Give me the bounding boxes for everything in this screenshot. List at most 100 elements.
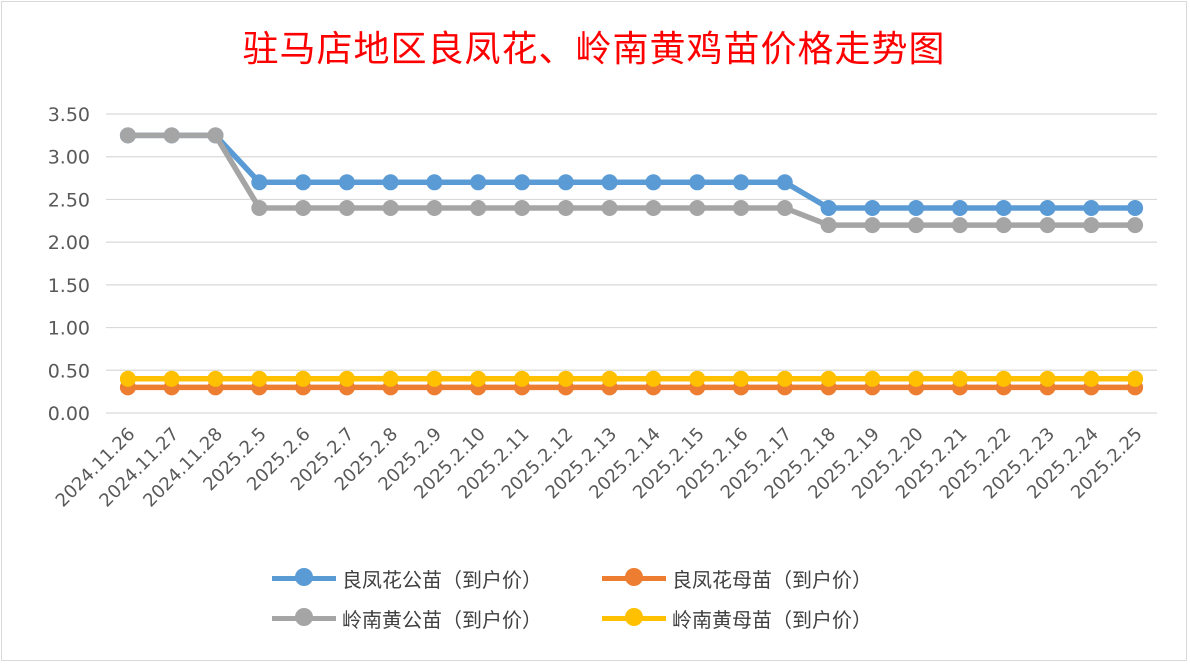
legend-label: 岭南黄公苗（到户价） bbox=[342, 607, 542, 632]
data-point[interactable] bbox=[864, 217, 881, 234]
legend: 良凤花公苗（到户价） 良凤花母苗（到户价） 岭南黄公苗（到户价） 岭南黄母苗（到… bbox=[272, 564, 972, 632]
series-4 bbox=[119, 370, 1144, 387]
data-point[interactable] bbox=[1127, 217, 1144, 234]
data-point[interactable] bbox=[470, 370, 487, 387]
data-point[interactable] bbox=[951, 370, 968, 387]
data-point[interactable] bbox=[295, 174, 312, 191]
data-point[interactable] bbox=[820, 370, 837, 387]
data-point[interactable] bbox=[951, 217, 968, 234]
data-point[interactable] bbox=[207, 370, 224, 387]
data-point[interactable] bbox=[820, 200, 837, 216]
data-point[interactable] bbox=[1039, 200, 1056, 216]
data-point[interactable] bbox=[338, 200, 355, 216]
data-point[interactable] bbox=[295, 200, 312, 216]
y-tick-label: 3.00 bbox=[48, 147, 90, 169]
data-point[interactable] bbox=[251, 200, 268, 216]
data-point[interactable] bbox=[1083, 217, 1100, 234]
data-point[interactable] bbox=[557, 370, 574, 387]
data-point[interactable] bbox=[470, 174, 487, 191]
y-tick-label: 2.00 bbox=[48, 232, 90, 254]
data-point[interactable] bbox=[908, 200, 925, 216]
grid-layer bbox=[106, 113, 1157, 414]
data-point[interactable] bbox=[733, 200, 749, 216]
data-point[interactable] bbox=[733, 370, 749, 387]
data-point[interactable] bbox=[251, 370, 268, 387]
data-point[interactable] bbox=[820, 217, 837, 234]
data-point[interactable] bbox=[426, 200, 443, 216]
y-tick-label: 3.50 bbox=[48, 104, 90, 126]
data-point[interactable] bbox=[295, 370, 312, 387]
data-point[interactable] bbox=[1127, 370, 1144, 387]
data-point[interactable] bbox=[689, 200, 706, 216]
data-point[interactable] bbox=[382, 174, 399, 191]
legend-swatch-icon bbox=[602, 568, 666, 588]
data-point[interactable] bbox=[908, 370, 925, 387]
data-point[interactable] bbox=[689, 370, 706, 387]
legend-label: 良凤花母苗（到户价） bbox=[672, 567, 872, 592]
data-point[interactable] bbox=[338, 174, 355, 191]
series-layer bbox=[119, 127, 1144, 396]
data-point[interactable] bbox=[470, 200, 487, 216]
data-point[interactable] bbox=[382, 200, 399, 216]
data-point[interactable] bbox=[601, 174, 618, 191]
legend-item-series-4[interactable]: 岭南黄母苗（到户价） bbox=[602, 604, 932, 632]
data-point[interactable] bbox=[1083, 370, 1100, 387]
data-point[interactable] bbox=[1083, 200, 1100, 216]
data-point[interactable] bbox=[864, 200, 881, 216]
series-2 bbox=[119, 379, 1144, 396]
data-point[interactable] bbox=[776, 200, 793, 216]
data-point[interactable] bbox=[338, 370, 355, 387]
data-point[interactable] bbox=[119, 370, 136, 387]
data-point[interactable] bbox=[951, 200, 968, 216]
data-point[interactable] bbox=[776, 370, 793, 387]
data-point[interactable] bbox=[514, 370, 530, 387]
x-axis-ticks: 2024.11.262024.11.272024.11.282025.2.520… bbox=[52, 424, 1147, 512]
data-point[interactable] bbox=[995, 200, 1012, 216]
data-point[interactable] bbox=[645, 174, 662, 191]
data-point[interactable] bbox=[645, 370, 662, 387]
data-point[interactable] bbox=[1127, 200, 1144, 216]
data-point[interactable] bbox=[1039, 217, 1056, 234]
data-point[interactable] bbox=[557, 174, 574, 191]
data-point[interactable] bbox=[1039, 370, 1056, 387]
data-point[interactable] bbox=[601, 200, 618, 216]
data-point[interactable] bbox=[382, 370, 399, 387]
series-line bbox=[125, 132, 1138, 211]
data-point[interactable] bbox=[514, 200, 530, 216]
legend-swatch-icon bbox=[272, 608, 336, 628]
data-point[interactable] bbox=[557, 200, 574, 216]
legend-item-series-3[interactable]: 岭南黄公苗（到户价） bbox=[272, 604, 602, 632]
data-point[interactable] bbox=[733, 174, 749, 191]
data-point[interactable] bbox=[776, 174, 793, 191]
y-tick-label: 1.50 bbox=[48, 275, 90, 297]
legend-item-series-1[interactable]: 良凤花公苗（到户价） bbox=[272, 564, 602, 592]
legend-item-series-2[interactable]: 良凤花母苗（到户价） bbox=[602, 564, 932, 592]
legend-swatch-icon bbox=[602, 608, 666, 628]
data-point[interactable] bbox=[251, 174, 268, 191]
data-point[interactable] bbox=[864, 370, 881, 387]
data-point[interactable] bbox=[207, 127, 224, 144]
data-point[interactable] bbox=[645, 200, 662, 216]
data-point[interactable] bbox=[601, 370, 618, 387]
series-1 bbox=[119, 127, 1144, 216]
data-point[interactable] bbox=[995, 217, 1012, 234]
chart-plot: 0.00 0.50 1.00 1.50 2.00 2.50 3.00 3.50 2024.11… bbox=[48, 104, 1157, 512]
y-tick-label: 0.00 bbox=[48, 403, 90, 425]
legend-swatch-icon bbox=[272, 568, 336, 588]
y-tick-label: 0.50 bbox=[48, 360, 90, 382]
data-point[interactable] bbox=[995, 370, 1012, 387]
legend-label: 岭南黄母苗（到户价） bbox=[672, 607, 872, 632]
y-tick-label: 2.50 bbox=[48, 189, 90, 211]
data-point[interactable] bbox=[426, 370, 443, 387]
data-point[interactable] bbox=[689, 174, 706, 191]
data-point[interactable] bbox=[908, 217, 925, 234]
data-point[interactable] bbox=[119, 127, 136, 144]
data-point[interactable] bbox=[163, 370, 180, 387]
data-point[interactable] bbox=[163, 127, 180, 144]
data-point[interactable] bbox=[514, 174, 530, 191]
chart-title: 驻马店地区良凤花、岭南黄鸡苗价格走势图 bbox=[242, 29, 946, 70]
series-3 bbox=[119, 127, 1144, 234]
y-axis-ticks: 0.00 0.50 1.00 1.50 2.00 2.50 3.00 3.50 bbox=[48, 104, 90, 425]
data-point[interactable] bbox=[426, 174, 443, 191]
